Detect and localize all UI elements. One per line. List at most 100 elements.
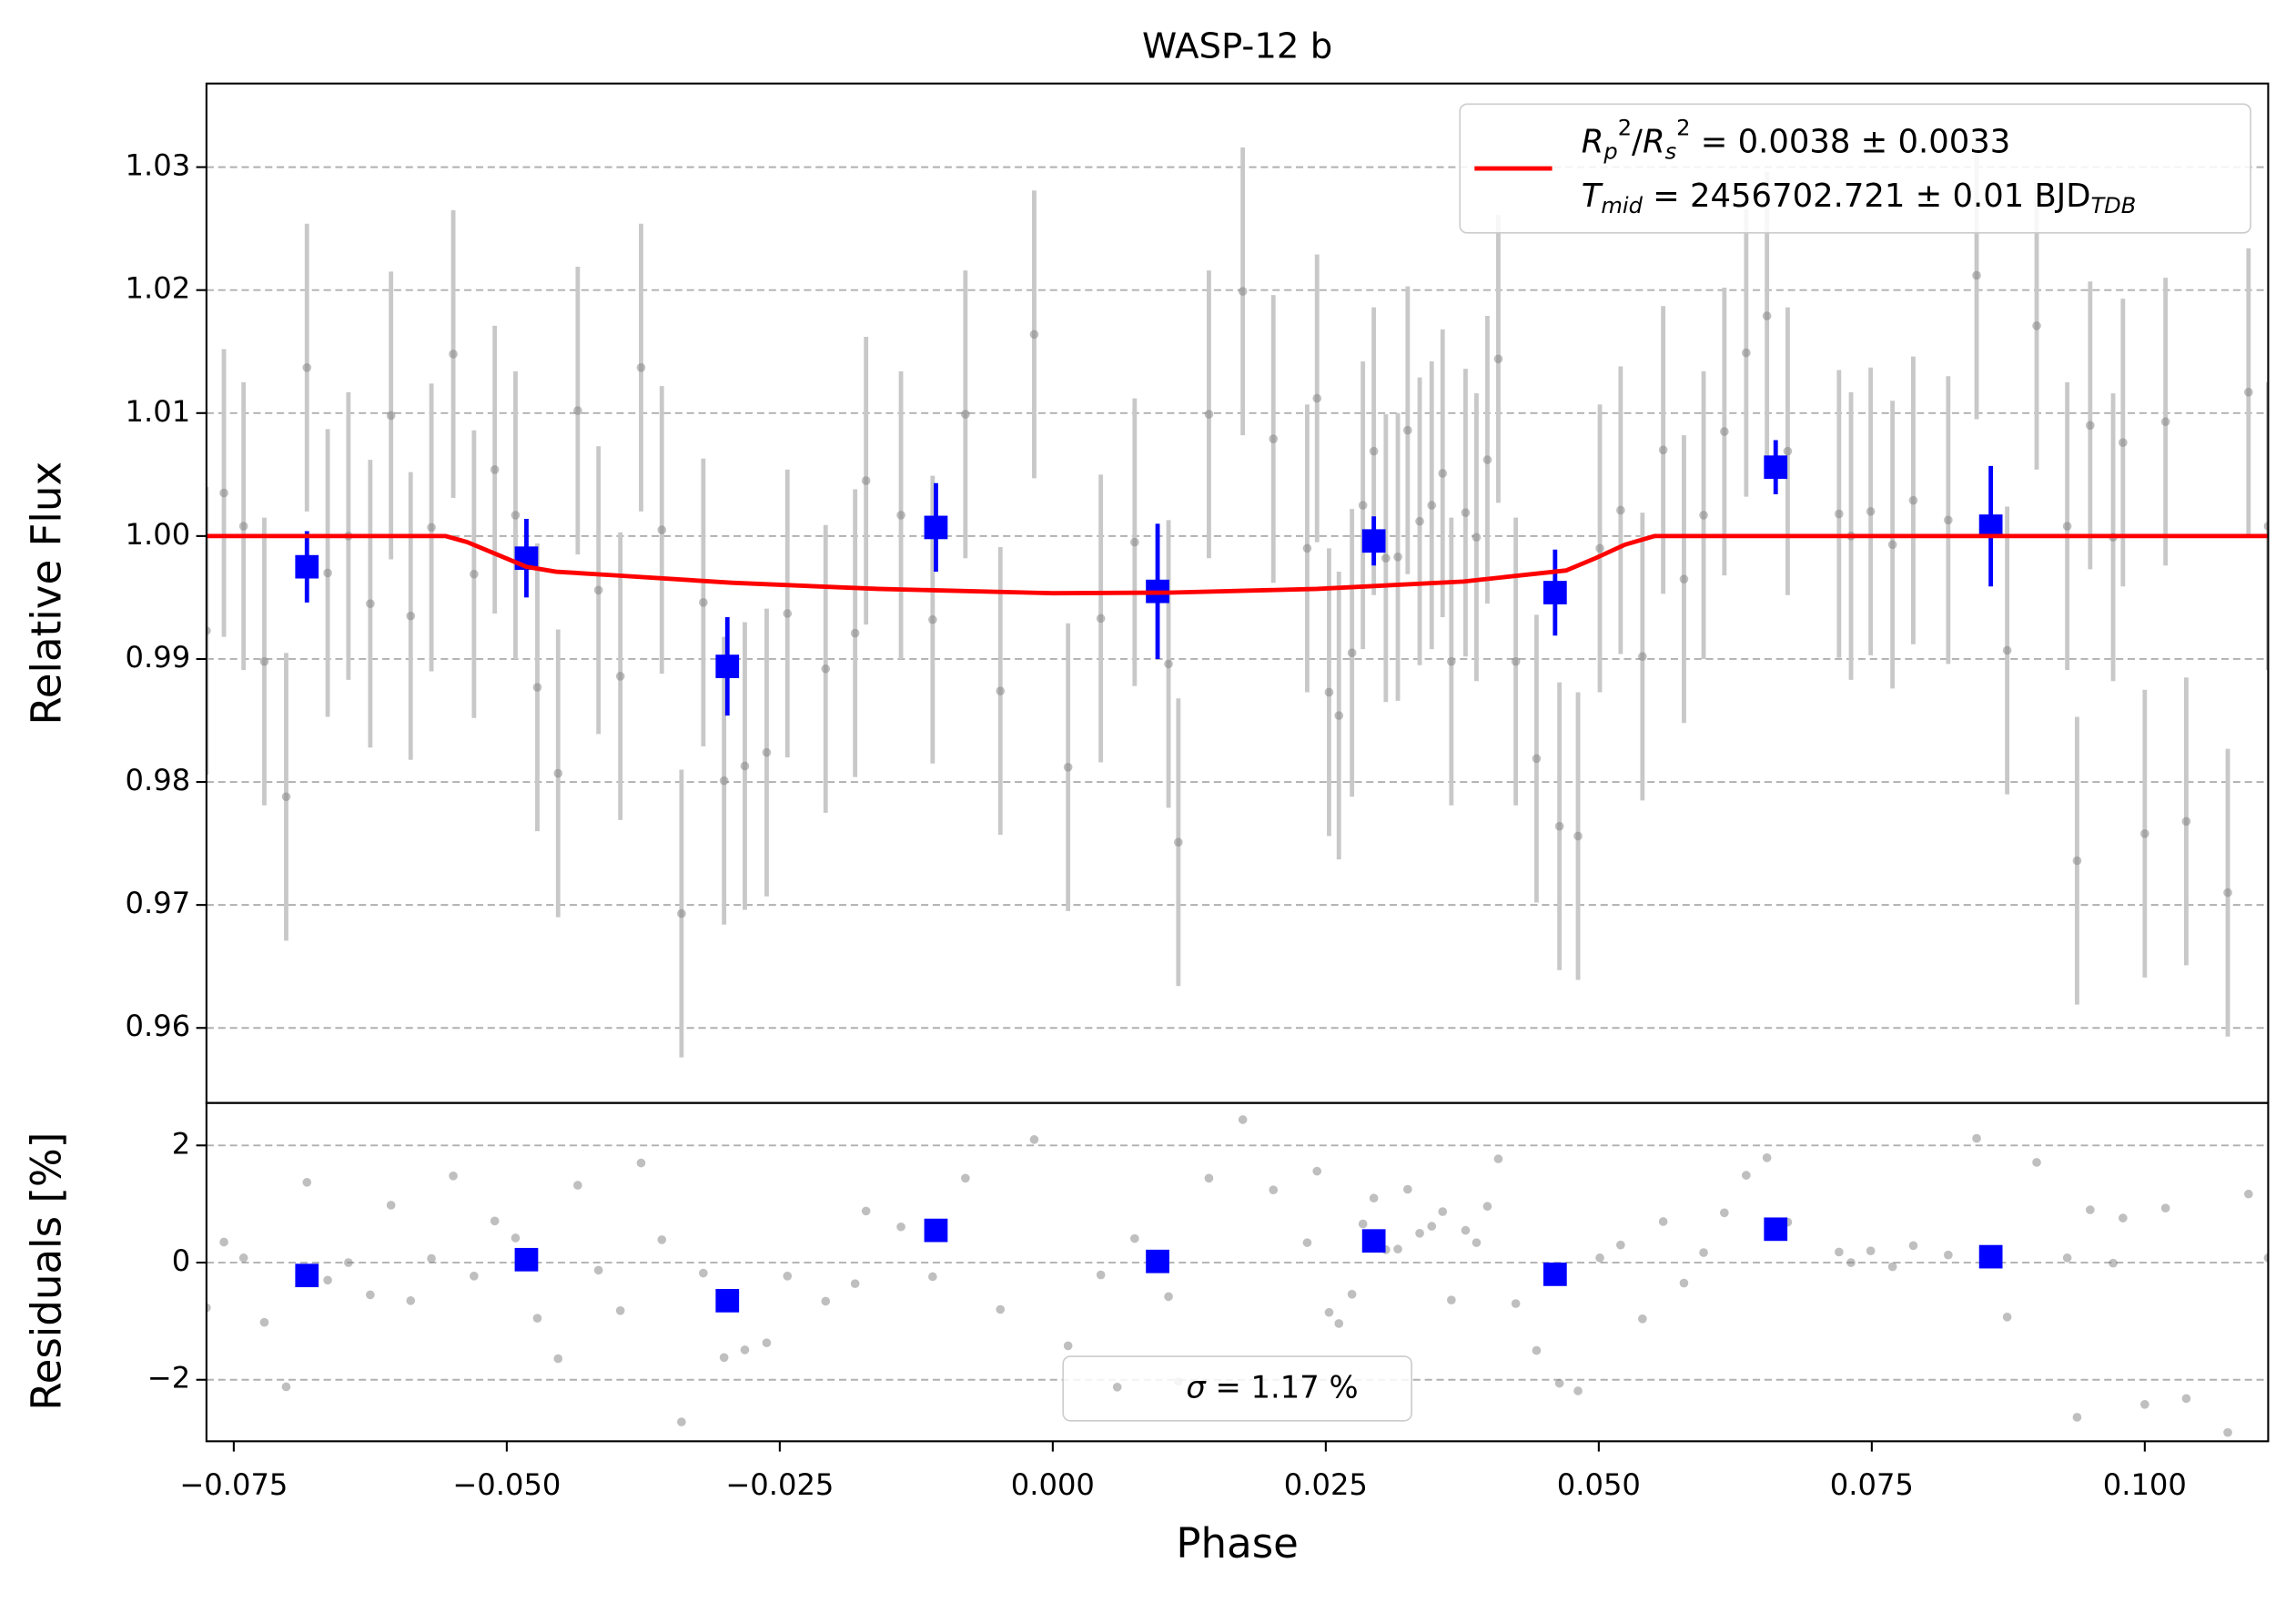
data-point xyxy=(281,792,291,802)
data-point xyxy=(1887,540,1897,550)
data-point xyxy=(1972,270,1981,280)
data-point xyxy=(1616,1240,1625,1250)
data-point xyxy=(1269,434,1279,443)
data-point xyxy=(1908,1241,1918,1251)
legend-label: σ = 1.17 % xyxy=(1186,1369,1358,1405)
data-point xyxy=(344,1258,353,1267)
data-point xyxy=(573,1181,582,1190)
data-point xyxy=(1638,1314,1647,1324)
data-point xyxy=(783,609,793,618)
legend-text: p xyxy=(1603,138,1617,164)
model-line xyxy=(206,533,2269,596)
x-tick-label: −0.050 xyxy=(452,1467,561,1502)
y-tick-label: 1.03 xyxy=(126,148,191,183)
data-point xyxy=(1595,543,1604,553)
x-tick-label: 0.100 xyxy=(2103,1467,2187,1502)
y-axis-label: Relative Flux xyxy=(23,462,71,725)
data-point xyxy=(386,411,396,421)
data-point xyxy=(2032,1158,2041,1167)
data-point xyxy=(2263,522,2269,531)
data-point xyxy=(2002,645,2012,655)
data-point xyxy=(406,1296,416,1305)
data-point xyxy=(1029,330,1039,340)
data-point xyxy=(1658,445,1668,455)
y-tick-label: 0.99 xyxy=(126,640,191,675)
data-point xyxy=(449,1171,458,1181)
legend-box xyxy=(1062,1355,1412,1422)
data-point xyxy=(1944,1250,1953,1260)
legend: Rp2/Rs2 = 0.0038 ± 0.0033 Tmid = 2456702… xyxy=(1459,103,2251,234)
data-point xyxy=(762,1338,772,1348)
data-point xyxy=(1658,1217,1668,1226)
data-point xyxy=(1638,652,1647,662)
binned-point xyxy=(1361,529,1386,553)
data-point xyxy=(615,1305,625,1315)
data-point xyxy=(1096,614,1106,624)
legend-text: / xyxy=(1632,124,1643,161)
data-point xyxy=(323,568,332,578)
data-point xyxy=(2181,817,2191,827)
legend-text: = 2456702.721 ± 0.01 BJD xyxy=(1643,178,2091,215)
data-point xyxy=(2062,1253,2072,1263)
data-point xyxy=(1324,687,1334,697)
data-point xyxy=(1130,1233,1139,1243)
x-tick-label: −0.075 xyxy=(179,1467,288,1502)
data-point xyxy=(490,465,500,474)
legend-text: T xyxy=(1582,178,1603,215)
data-point xyxy=(1096,1270,1106,1280)
data-point xyxy=(2119,438,2128,448)
data-point xyxy=(1511,656,1521,666)
data-point xyxy=(928,1272,937,1282)
y-tick-label: −2 xyxy=(147,1361,190,1395)
data-point xyxy=(593,585,603,595)
data-point xyxy=(1369,1193,1379,1203)
data-point xyxy=(1269,1185,1279,1195)
data-point xyxy=(1762,311,1772,320)
legend-text: 2 xyxy=(1618,116,1632,141)
data-point xyxy=(1438,469,1448,478)
legend-text: = 1.17 % xyxy=(1206,1369,1359,1405)
data-point xyxy=(1334,711,1344,720)
data-point xyxy=(1573,831,1583,841)
data-point xyxy=(1347,648,1357,658)
binned-point xyxy=(1978,1244,2003,1269)
data-point xyxy=(573,406,582,415)
data-point xyxy=(281,1382,291,1392)
data-point xyxy=(1438,1207,1448,1216)
data-point xyxy=(219,488,228,498)
x-tick-label: −0.025 xyxy=(725,1467,834,1502)
data-point xyxy=(783,1272,793,1281)
data-point xyxy=(1679,1278,1689,1288)
data-point xyxy=(1944,515,1953,525)
data-point xyxy=(996,686,1006,695)
data-point xyxy=(2181,1394,2191,1404)
y-tick-label: 1.01 xyxy=(126,394,191,429)
data-point xyxy=(1720,1208,1729,1218)
data-point xyxy=(1347,1289,1357,1299)
x-axis-label: Phase xyxy=(1176,1519,1299,1567)
data-point xyxy=(740,761,750,771)
data-point xyxy=(699,1268,708,1278)
data-point xyxy=(2086,1205,2095,1214)
data-point xyxy=(1835,509,1844,519)
data-point xyxy=(2140,1399,2149,1409)
data-point xyxy=(206,626,211,635)
data-point xyxy=(511,1233,521,1243)
data-point xyxy=(1573,1386,1583,1395)
data-point xyxy=(406,611,416,621)
binned-point xyxy=(295,1263,319,1288)
data-point xyxy=(1415,516,1424,526)
data-point xyxy=(1493,1154,1503,1163)
data-point xyxy=(1393,1244,1402,1254)
data-point xyxy=(219,1237,228,1247)
data-point xyxy=(259,1317,269,1327)
data-point xyxy=(490,1216,500,1226)
data-point xyxy=(366,1290,375,1300)
data-point xyxy=(1358,501,1368,510)
data-point xyxy=(2244,1189,2253,1199)
data-point xyxy=(636,362,646,372)
binned-point xyxy=(1542,1263,1567,1286)
data-point xyxy=(238,1253,248,1263)
data-point xyxy=(657,1235,667,1244)
